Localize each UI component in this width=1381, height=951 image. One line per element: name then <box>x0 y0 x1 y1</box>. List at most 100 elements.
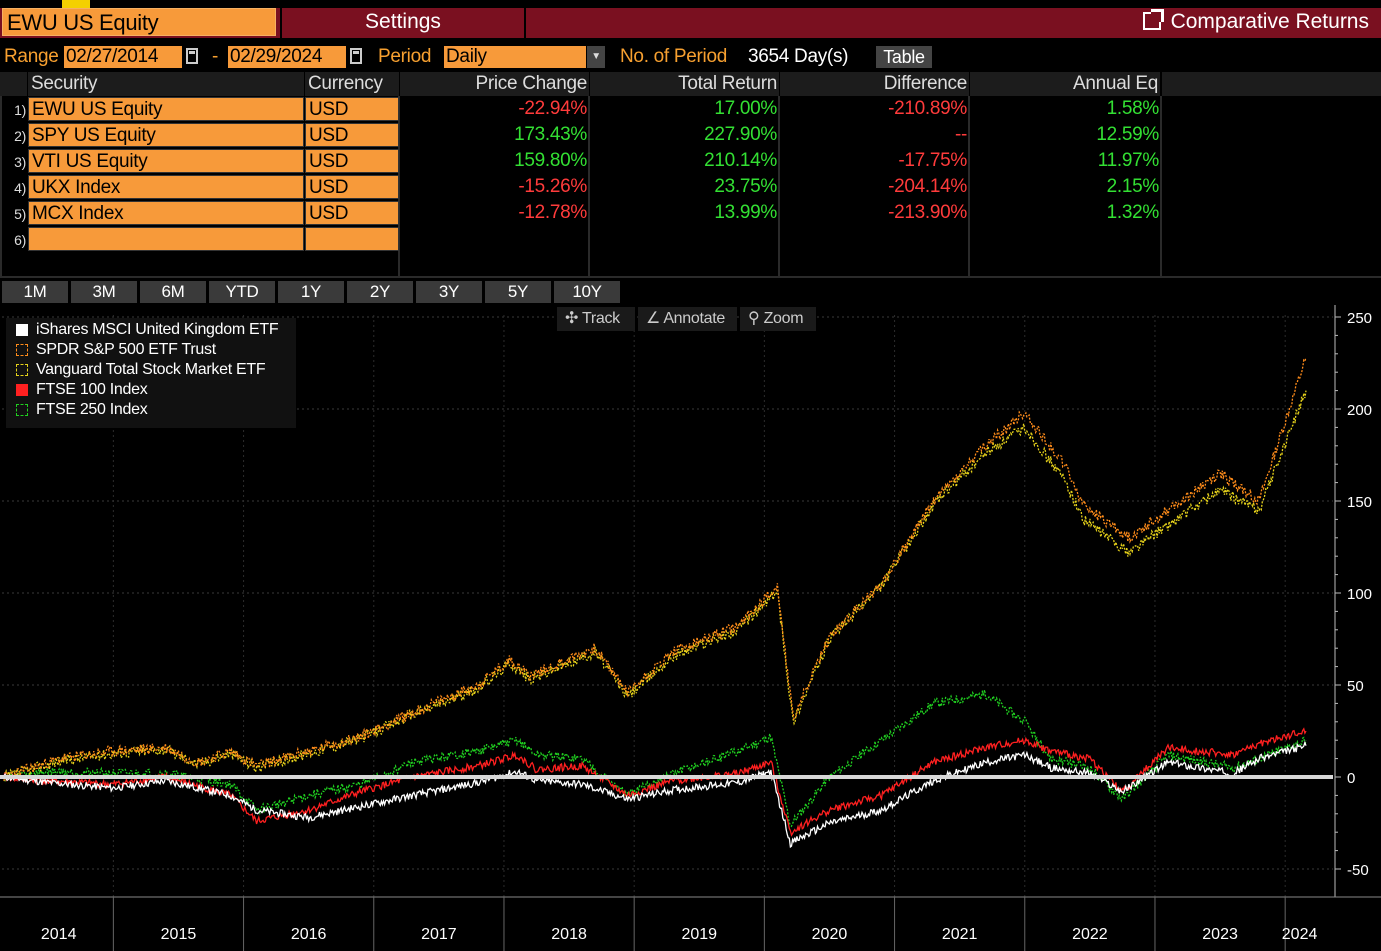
security-cell[interactable]: VTI US Equity <box>28 149 304 173</box>
total-return-cell: 17.00% <box>714 98 777 119</box>
currency-cell[interactable]: USD <box>305 97 399 121</box>
legend-swatch <box>16 324 28 336</box>
currency-cell[interactable]: USD <box>305 175 399 199</box>
row-number: 2) <box>14 128 26 144</box>
header-total-return: Total Return <box>590 72 779 96</box>
currency-cell[interactable]: USD <box>305 123 399 147</box>
function-title-label: Comparative Returns <box>1170 10 1369 33</box>
title-bar: EWU US Equity Settings Comparative Retur… <box>0 8 1381 38</box>
difference-cell: -210.89% <box>888 98 967 119</box>
magnifier-icon: ⚲ <box>748 310 760 327</box>
column-divider <box>778 96 780 278</box>
row-number: 1) <box>14 102 26 118</box>
calendar-icon[interactable] <box>186 48 198 64</box>
y-tick-label: 0 <box>1347 770 1355 787</box>
header-rownum <box>0 72 27 96</box>
security-cell[interactable]: MCX Index <box>28 201 304 225</box>
legend-item[interactable]: iShares MSCI United Kingdom ETF <box>16 320 279 340</box>
chevron-down-icon[interactable]: ▼ <box>587 46 605 68</box>
settings-button[interactable]: Settings <box>280 8 526 38</box>
period-button-2y[interactable]: 2Y <box>347 281 413 303</box>
security-cell[interactable]: SPY US Equity <box>28 123 304 147</box>
period-button-1m[interactable]: 1M <box>2 281 68 303</box>
annual-eq-cell: 1.32% <box>1106 202 1160 223</box>
external-link-icon[interactable] <box>1142 9 1164 30</box>
price-change-cell: -15.26% <box>518 176 587 197</box>
legend-item[interactable]: SPDR S&P 500 ETF Trust <box>16 340 216 360</box>
security-input[interactable]: EWU US Equity <box>2 8 276 36</box>
difference-cell: -204.14% <box>888 176 967 197</box>
track-label: Track <box>581 310 620 327</box>
header-annual-eq: Annual Eq <box>970 72 1160 96</box>
legend-label: FTSE 250 Index <box>36 401 148 418</box>
series-line <box>3 689 1307 828</box>
header-currency: Currency <box>305 72 399 96</box>
series-line <box>3 390 1307 777</box>
returns-chart[interactable]: 250 200 150 100 50 0 -50 2014 2015 2016 2017 2018 20… <box>0 305 1381 951</box>
legend-item[interactable]: FTSE 250 Index <box>16 400 148 420</box>
price-change-cell: -22.94% <box>518 98 587 119</box>
period-button-3y[interactable]: 3Y <box>416 281 482 303</box>
x-tick-label: 2019 <box>681 926 717 943</box>
security-cell[interactable] <box>28 227 304 251</box>
total-return-cell: 227.90% <box>704 124 777 145</box>
security-cell[interactable]: EWU US Equity <box>28 97 304 121</box>
y-tick-label: -50 <box>1347 862 1369 879</box>
x-tick-label: 2014 <box>41 926 77 943</box>
currency-cell[interactable]: USD <box>305 149 399 173</box>
y-tick-label: 150 <box>1347 494 1372 511</box>
y-tick-label: 200 <box>1347 402 1372 419</box>
legend-label: FTSE 100 Index <box>36 381 148 398</box>
annual-eq-cell: 1.58% <box>1106 98 1160 119</box>
range-label: Range <box>4 46 59 67</box>
period-label: Period <box>378 46 432 67</box>
x-tick-label: 2020 <box>812 926 848 943</box>
total-return-cell: 210.14% <box>704 150 777 171</box>
legend-label: Vanguard Total Stock Market ETF <box>36 361 266 378</box>
column-divider <box>398 96 400 278</box>
y-tick-label: 250 <box>1347 310 1372 327</box>
legend-swatch <box>16 384 28 396</box>
price-change-cell: -12.78% <box>518 202 587 223</box>
function-title[interactable]: Comparative Returns <box>1142 8 1369 38</box>
header-price-change: Price Change <box>400 72 589 96</box>
annual-eq-cell: 11.97% <box>1097 150 1160 171</box>
ticker-flag <box>62 0 90 8</box>
zoom-button[interactable]: ⚲ Zoom <box>740 307 816 331</box>
end-date-field[interactable]: 02/29/2024 <box>228 46 346 68</box>
start-date-field[interactable]: 02/27/2014 <box>64 46 182 68</box>
x-tick-label: 2024 <box>1282 926 1318 943</box>
annotate-button[interactable]: ∠ Annotate <box>638 307 737 331</box>
currency-cell[interactable] <box>305 227 399 251</box>
table-button[interactable]: Table <box>876 46 932 68</box>
calendar-icon[interactable] <box>350 48 362 64</box>
legend-swatch <box>16 364 28 376</box>
period-button-10y[interactable]: 10Y <box>554 281 620 303</box>
period-button-5y[interactable]: 5Y <box>485 281 551 303</box>
pencil-icon: ∠ <box>646 310 661 327</box>
period-button-6m[interactable]: 6M <box>140 281 206 303</box>
header-difference: Difference <box>780 72 969 96</box>
annual-eq-cell: 2.15% <box>1106 176 1160 197</box>
legend-swatch <box>16 404 28 416</box>
header-spacer <box>1162 72 1381 96</box>
legend-label: iShares MSCI United Kingdom ETF <box>36 321 279 338</box>
period-button-3m[interactable]: 3M <box>71 281 137 303</box>
num-period-value: 3654 Day(s) <box>748 46 849 67</box>
column-divider <box>1160 96 1162 278</box>
period-button-ytd[interactable]: YTD <box>209 281 275 303</box>
period-button-1y[interactable]: 1Y <box>278 281 344 303</box>
period-select[interactable]: Daily <box>444 46 586 68</box>
row-number: 5) <box>14 206 26 222</box>
legend-item[interactable]: FTSE 100 Index <box>16 380 148 400</box>
security-cell[interactable]: UKX Index <box>28 175 304 199</box>
legend-item[interactable]: Vanguard Total Stock Market ETF <box>16 360 266 380</box>
x-tick-label: 2022 <box>1072 926 1108 943</box>
top-ticker-strip <box>0 0 1381 8</box>
header-security: Security <box>28 72 304 96</box>
row-number: 4) <box>14 180 26 196</box>
x-tick-label: 2017 <box>421 926 457 943</box>
track-button[interactable]: ✣ Track <box>557 307 635 331</box>
column-divider <box>588 96 590 278</box>
currency-cell[interactable]: USD <box>305 201 399 225</box>
